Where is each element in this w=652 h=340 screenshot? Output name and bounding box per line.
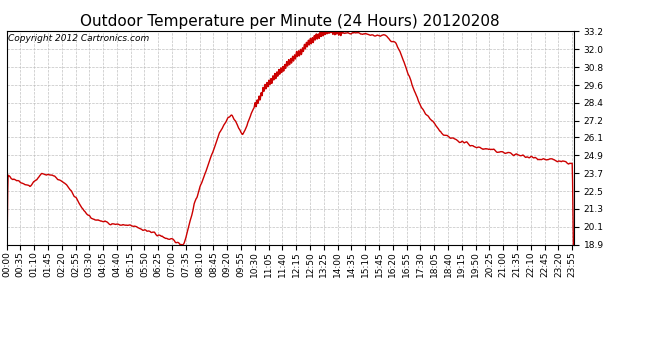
Text: Copyright 2012 Cartronics.com: Copyright 2012 Cartronics.com	[8, 34, 149, 43]
Title: Outdoor Temperature per Minute (24 Hours) 20120208: Outdoor Temperature per Minute (24 Hours…	[80, 14, 500, 30]
